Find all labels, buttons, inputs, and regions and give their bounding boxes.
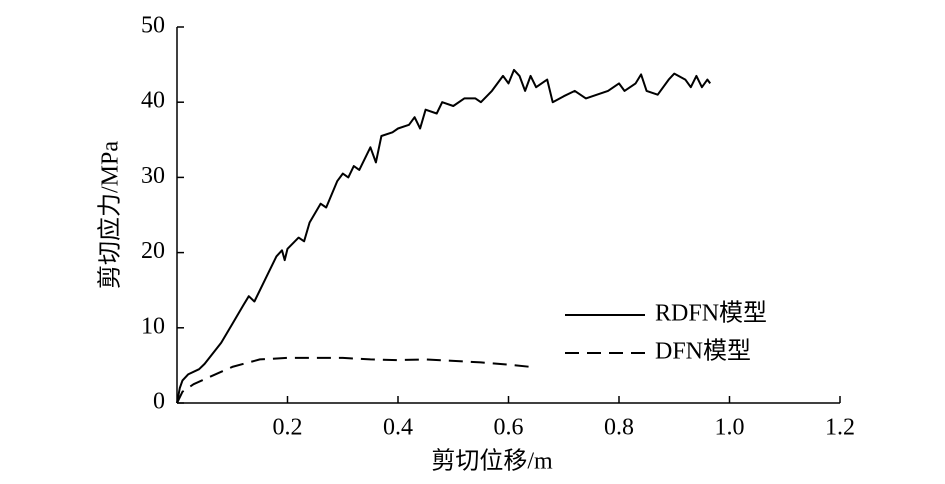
x-tick-label: 0.2 [273, 415, 303, 441]
x-tick-label: 0.4 [383, 415, 413, 441]
x-tick-label: 1.2 [825, 415, 855, 441]
y-tick-label: 50 [141, 13, 165, 39]
legend-label: RDFN模型 [655, 300, 767, 327]
x-tick-label: 1.0 [715, 415, 745, 441]
y-tick-label: 30 [141, 163, 165, 189]
y-tick-label: 40 [141, 88, 165, 114]
series-line [176, 356, 531, 404]
x-tick-label: 0.6 [494, 415, 524, 441]
series-line [176, 68, 712, 404]
y-tick-label: 20 [141, 238, 165, 264]
x-axis-label: 剪切位移/m [431, 448, 553, 475]
y-tick-label: 10 [141, 313, 165, 339]
y-axis-label: 剪切应力/MPa [97, 141, 124, 289]
legend-label: DFN模型 [655, 338, 751, 365]
x-tick-label: 0.8 [604, 415, 634, 441]
y-tick-label: 0 [153, 389, 165, 415]
